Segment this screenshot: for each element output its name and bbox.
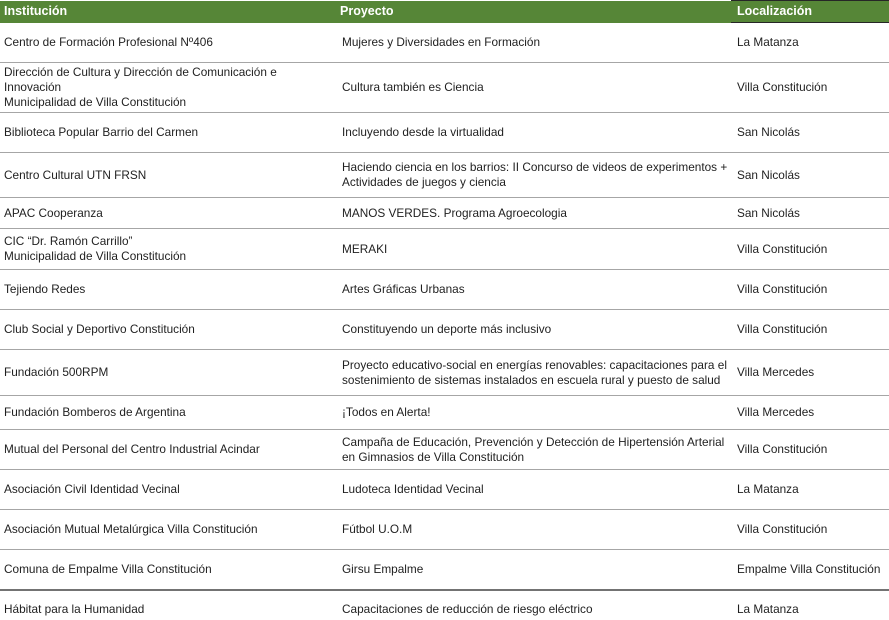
cell-localizacion: Villa Constitución bbox=[731, 309, 889, 350]
cell-localizacion: Villa Constitución bbox=[731, 62, 889, 113]
table-body: Centro de Formación Profesional Nº406 Muj… bbox=[0, 22, 889, 620]
cell-localizacion: Villa Constitución bbox=[731, 269, 889, 310]
cell-proyecto: Capacitaciones de reducción de riesgo el… bbox=[336, 589, 731, 620]
table-row: Dirección de Cultura y Dirección de Comu… bbox=[0, 62, 889, 113]
table-row: Centro de Formación Profesional Nº406 Muj… bbox=[0, 22, 889, 63]
cell-proyecto: Haciendo ciencia en los barrios: II Conc… bbox=[336, 152, 731, 198]
table-row: Club Social y Deportivo Constitución Cons… bbox=[0, 309, 889, 350]
cell-proyecto: MANOS VERDES. Programa Agroecologia bbox=[336, 197, 731, 229]
cell-institucion: Fundación 500RPM bbox=[0, 349, 336, 396]
cell-proyecto: Campaña de Educación, Prevención y Detec… bbox=[336, 429, 731, 470]
cell-localizacion: Villa Constitución bbox=[731, 228, 889, 270]
table-row: Asociación Civil Identidad Vecinal Ludote… bbox=[0, 469, 889, 510]
table-row: Fundación Bomberos de Argentina ¡Todos en… bbox=[0, 395, 889, 430]
cell-institucion: Dirección de Cultura y Dirección de Comu… bbox=[0, 62, 336, 113]
cell-proyecto: Proyecto educativo-social en energías re… bbox=[336, 349, 731, 396]
cell-localizacion: Villa Mercedes bbox=[731, 395, 889, 430]
table-row: APAC Cooperanza MANOS VERDES. Programa Ag… bbox=[0, 197, 889, 229]
cell-institucion: APAC Cooperanza bbox=[0, 197, 336, 229]
table-row: Tejiendo Redes Artes Gráficas Urbanas Vill… bbox=[0, 269, 889, 310]
table-row: Comuna de Empalme Villa Constitución Girs… bbox=[0, 549, 889, 591]
table-row: Hábitat para la Humanidad Capacitaciones … bbox=[0, 589, 889, 620]
cell-proyecto: Constituyendo un deporte más inclusivo bbox=[336, 309, 731, 350]
header-row: Institución Proyecto Localización bbox=[0, 0, 889, 23]
cell-proyecto: Incluyendo desde la virtualidad bbox=[336, 112, 731, 153]
table-row: Asociación Mutual Metalúrgica Villa Cons… bbox=[0, 509, 889, 550]
cell-institucion: Biblioteca Popular Barrio del Carmen bbox=[0, 112, 336, 153]
table-row: CIC “Dr. Ramón Carrillo” Municipalidad d… bbox=[0, 228, 889, 270]
cell-localizacion: Empalme Villa Constitución bbox=[731, 549, 889, 591]
cell-institucion: CIC “Dr. Ramón Carrillo” Municipalidad d… bbox=[0, 228, 336, 270]
cell-institucion: Centro Cultural UTN FRSN bbox=[0, 152, 336, 198]
cell-proyecto: MERAKI bbox=[336, 228, 731, 270]
cell-proyecto: Cultura también es Ciencia bbox=[336, 62, 731, 113]
column-header-proyecto: Proyecto bbox=[336, 0, 731, 23]
table-row: Mutual del Personal del Centro Industria… bbox=[0, 429, 889, 470]
table-header: Institución Proyecto Localización bbox=[0, 0, 889, 23]
cell-localizacion: Villa Constitución bbox=[731, 429, 889, 470]
cell-institucion: Asociación Mutual Metalúrgica Villa Cons… bbox=[0, 509, 336, 550]
cell-institucion: Fundación Bomberos de Argentina bbox=[0, 395, 336, 430]
cell-localizacion: Villa Mercedes bbox=[731, 349, 889, 396]
cell-institucion: Club Social y Deportivo Constitución bbox=[0, 309, 336, 350]
cell-institucion: Tejiendo Redes bbox=[0, 269, 336, 310]
cell-institucion: Mutual del Personal del Centro Industria… bbox=[0, 429, 336, 470]
cell-localizacion: La Matanza bbox=[731, 589, 889, 620]
cell-proyecto: Fútbol U.O.M bbox=[336, 509, 731, 550]
cell-localizacion: Villa Constitución bbox=[731, 509, 889, 550]
table-row: Centro Cultural UTN FRSN Haciendo ciencia… bbox=[0, 152, 889, 198]
cell-proyecto: ¡Todos en Alerta! bbox=[336, 395, 731, 430]
cell-institucion: Asociación Civil Identidad Vecinal bbox=[0, 469, 336, 510]
cell-proyecto: Girsu Empalme bbox=[336, 549, 731, 591]
table-row: Biblioteca Popular Barrio del Carmen Incl… bbox=[0, 112, 889, 153]
cell-institucion: Hábitat para la Humanidad bbox=[0, 589, 336, 620]
column-header-localizacion: Localización bbox=[731, 0, 889, 23]
cell-institucion: Centro de Formación Profesional Nº406 bbox=[0, 22, 336, 63]
cell-localizacion: San Nicolás bbox=[731, 197, 889, 229]
cell-proyecto: Artes Gráficas Urbanas bbox=[336, 269, 731, 310]
cell-proyecto: Mujeres y Diversidades en Formación bbox=[336, 22, 731, 63]
cell-proyecto: Ludoteca Identidad Vecinal bbox=[336, 469, 731, 510]
column-header-institucion: Institución bbox=[0, 0, 336, 23]
table-row: Fundación 500RPM Proyecto educativo-socia… bbox=[0, 349, 889, 396]
cell-localizacion: San Nicolás bbox=[731, 112, 889, 153]
cell-institucion: Comuna de Empalme Villa Constitución bbox=[0, 549, 336, 591]
cell-localizacion: La Matanza bbox=[731, 469, 889, 510]
cell-localizacion: La Matanza bbox=[731, 22, 889, 63]
cell-localizacion: San Nicolás bbox=[731, 152, 889, 198]
